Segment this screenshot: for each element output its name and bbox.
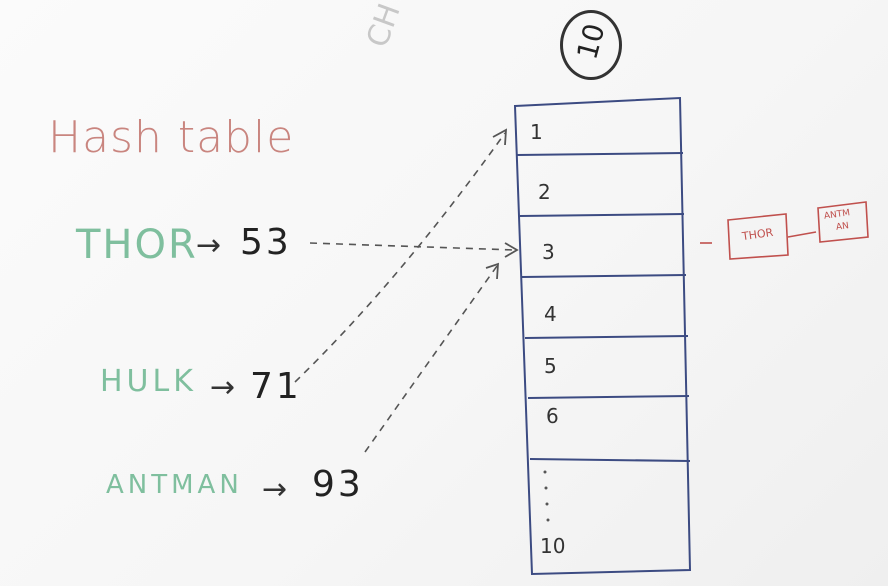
slot-6: 6 [546,404,559,428]
antman-dashed-arrow [365,266,497,452]
slot-5: 5 [544,354,557,378]
ellipsis-dots [544,471,550,522]
hash-antman: 93 [312,464,364,505]
hash-hulk: 71 [250,366,302,407]
key-thor: THOR [76,222,198,268]
slot-4: 4 [544,302,557,326]
arrow-antman: → [262,472,287,507]
row-divider [522,275,686,277]
row-divider [530,459,690,461]
key-antman: ANTMAN [106,470,243,500]
slot-10: 10 [540,534,565,558]
key-hulk: HULK [100,364,197,399]
row-divider [517,153,683,155]
arrowhead [493,130,506,145]
arrow-thor: → [196,228,221,263]
page-title: Hash table [48,112,294,163]
chain-link [788,232,816,237]
table-size-circle: 10 [560,10,622,80]
slot-2: 2 [538,180,551,204]
slot-3: 3 [542,240,555,264]
slot-1: 1 [530,120,543,144]
row-divider [525,336,688,338]
hulk-dashed-arrow [295,133,505,382]
chain-node-antman-label-2: AN [835,221,849,233]
hash-thor: 53 [240,222,292,263]
row-divider [520,214,684,216]
thor-dashed-arrow [310,243,515,250]
arrow-hulk: → [210,370,235,405]
row-divider [528,396,689,398]
